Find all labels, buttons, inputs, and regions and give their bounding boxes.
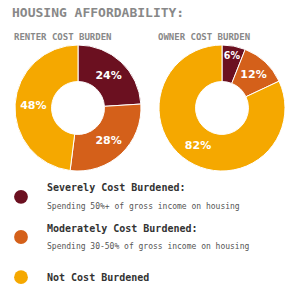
svg-text:24%: 24% bbox=[95, 69, 121, 82]
svg-text:OWNER COST BURDEN: OWNER COST BURDEN bbox=[158, 32, 250, 42]
svg-text:82%: 82% bbox=[185, 139, 211, 152]
svg-text:48%: 48% bbox=[20, 99, 46, 112]
svg-text:RENTER COST BURDEN: RENTER COST BURDEN bbox=[14, 32, 112, 42]
svg-text:6%: 6% bbox=[224, 50, 241, 61]
svg-text:HOUSING AFFORDABILITY:: HOUSING AFFORDABILITY: bbox=[12, 5, 184, 20]
svg-text:12%: 12% bbox=[240, 68, 266, 81]
svg-text:Not Cost Burdened: Not Cost Burdened bbox=[47, 272, 149, 283]
svg-text:Spending 50%+ of gross income: Spending 50%+ of gross income on housing bbox=[47, 202, 240, 211]
svg-text:28%: 28% bbox=[95, 134, 121, 147]
svg-text:Moderately Cost Burdened:: Moderately Cost Burdened: bbox=[47, 223, 198, 234]
svg-text:Spending 30-50% of gross incom: Spending 30-50% of gross income on housi… bbox=[47, 242, 249, 251]
svg-text:Severely Cost Burdened:: Severely Cost Burdened: bbox=[47, 182, 185, 193]
